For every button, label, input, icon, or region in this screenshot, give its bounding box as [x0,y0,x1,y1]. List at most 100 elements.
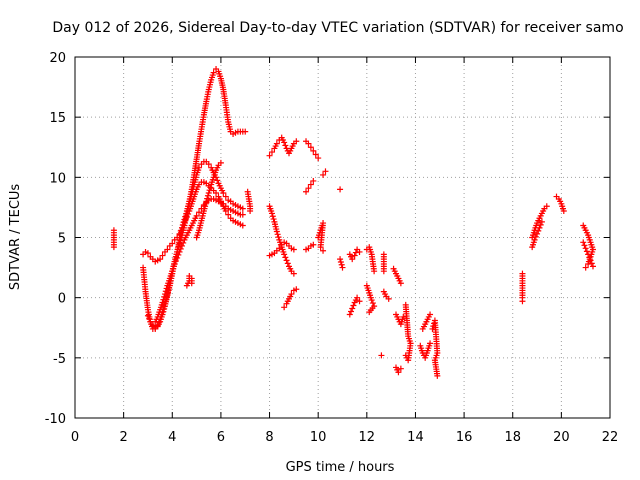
data-point [312,151,319,158]
data-point [183,214,190,221]
y-tick-label: 0 [58,292,66,307]
data-point [397,365,404,372]
data-point-fill [146,315,153,322]
data-point [310,177,317,184]
x-axis-label: GPS time / hours [286,460,395,475]
data-point [354,294,361,301]
data-point [305,185,312,192]
data-point [531,236,538,243]
data-point [242,128,249,135]
data-point-fill [348,308,355,315]
data-point [371,268,378,275]
data-point [580,239,587,246]
data-point-fill [586,254,593,261]
x-tick-labels: 0 2 4 6 8 10 12 14 16 18 20 22 [71,430,618,445]
data-point-fill [284,260,291,267]
data-point-fill [338,261,345,268]
y-tick-label: 5 [58,232,66,247]
data-point [356,298,363,305]
x-tick-label: 12 [359,430,376,445]
y-tick-label: 15 [49,111,66,126]
data-point [378,352,385,359]
data-point-fill [269,213,276,220]
data-point [307,181,314,188]
data-point [582,245,589,252]
data-point-fill [206,187,213,194]
data-point [179,242,185,249]
y-tick-label: -5 [53,352,66,367]
data-point-fill [160,296,167,303]
data-point [368,297,375,304]
data-point [337,186,344,193]
data-point-fill [180,239,187,246]
data-point [196,164,203,171]
x-tick-label: 0 [71,430,79,445]
x-tick-label: 6 [217,430,225,445]
plot-frame [74,56,611,419]
data-point [293,138,300,145]
data-point [427,340,434,347]
data-point [339,264,346,271]
data-point [281,304,288,311]
data-point [196,209,203,216]
data-point [585,260,592,267]
x-tick-label: 10 [310,430,327,445]
data-point [402,352,409,359]
data-point [266,152,273,159]
y-tick-labels: -10 -5 0 5 10 15 20 [45,51,66,427]
data-point-fill [535,227,542,234]
data-point [176,230,183,237]
data-point [349,256,356,263]
data-point [159,299,166,306]
data-point [239,211,246,218]
data-point [380,268,387,275]
data-point [337,256,344,263]
data-point-fill [581,242,588,249]
data-point [222,193,229,200]
data-point [317,244,324,251]
data-point [205,189,212,196]
data-point-fill [207,184,214,191]
data-point [346,311,353,318]
data-point [239,222,246,229]
data-point [356,248,363,255]
data-point [247,208,254,215]
data-point [585,251,592,258]
y-axis-label: SDTVAR / TECUs [8,184,23,291]
data-point [159,252,166,259]
data-point-fill [204,192,211,199]
data-point [161,291,168,298]
data-point [220,189,227,196]
data-point [536,224,543,231]
data-point-fill [162,288,169,295]
data-point-fill [352,249,359,256]
data-point-fill [214,177,221,184]
data-point-fill [274,231,281,238]
data-point [210,69,217,76]
data-point [582,264,589,271]
data-point [205,161,212,168]
data-point [171,260,178,267]
x-tick-label: 16 [456,430,473,445]
y-tick-label: 20 [49,51,66,66]
data-point-fill [270,216,277,223]
data-point [203,198,210,205]
data-point [268,210,275,217]
data-point [543,203,550,210]
x-tick-label: 14 [407,430,424,445]
y-tick-label: 10 [49,171,66,186]
data-point [351,252,358,259]
data-point-fill [185,211,192,218]
data-point [290,246,297,253]
data-point-fill [282,142,289,149]
data-point-fill [161,293,168,300]
data-point [366,309,373,316]
data-point-fill [177,245,184,252]
data-point-fill [175,251,182,258]
data-point [429,325,436,332]
data-point [164,246,171,253]
x-tick-label: 22 [602,430,619,445]
data-point [434,372,441,379]
data-point [217,159,224,166]
